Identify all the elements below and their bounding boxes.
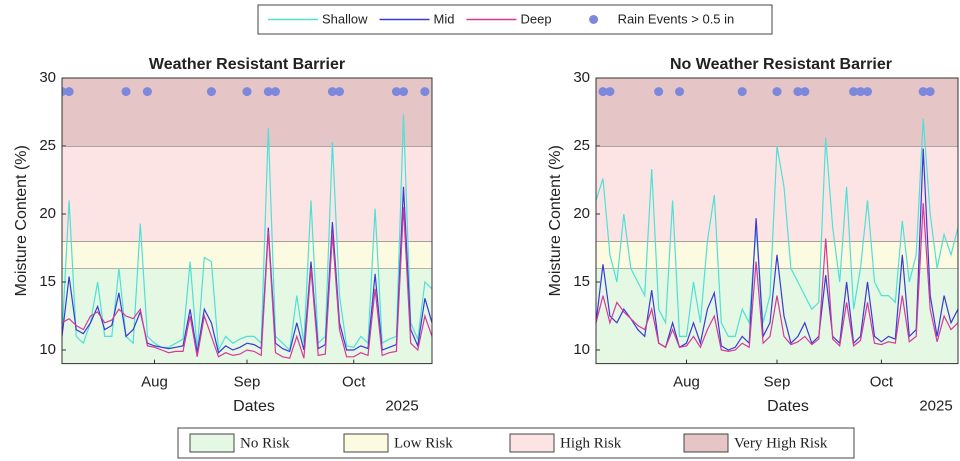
rain-event [772,87,782,97]
rain-event [206,87,216,97]
y-tick-label: 15 [39,273,56,290]
risk-zone [62,146,432,242]
y-axis-label: Moisture Content (%) [547,145,564,296]
legend-label: High Risk [560,435,622,451]
x-tick-label: Aug [141,374,168,391]
legend-swatch [509,433,555,453]
y-tick-label: 20 [573,205,590,222]
series-line [596,148,958,351]
x-axis-label: Dates [767,398,809,415]
legend-swatch [683,433,729,453]
legend-label: Mid [434,11,455,26]
x-axis-label: Dates [233,398,275,415]
legend-label: Shallow [322,11,368,26]
rain-event [270,87,280,97]
series-line [62,207,432,359]
series-line [62,186,432,354]
rain-event [399,87,409,97]
rain-event [863,87,872,97]
rain-event [598,87,608,97]
y-tick-label: 15 [573,273,590,290]
legend-label: Very High Risk [734,435,828,451]
y-tick-label: 10 [573,341,590,358]
rain-event [142,87,152,97]
rain-event [849,87,859,97]
risk-zone [62,241,432,269]
x-tick-label: Sep [764,374,791,391]
x-tick-label: Aug [673,374,700,391]
rain-event [800,87,810,97]
rain-event [121,87,131,97]
y-axis-label: Moisture Content (%) [13,145,30,296]
rain-event [242,87,252,97]
y-tick-label: 25 [39,137,56,154]
series-line [596,118,958,337]
y-tick-label: 20 [39,205,56,222]
legend-marker [589,15,599,24]
rain-event [654,87,664,97]
legend-label: Rain Events > 0.5 in [618,11,735,26]
rain-event [793,87,803,97]
rain-event [605,87,615,97]
rain-event [925,87,935,97]
rain-event [335,87,344,97]
rain-event [263,87,273,97]
chart-title: Weather Resistant Barrier [149,56,345,73]
rain-event [856,87,866,97]
rain-event [675,87,685,97]
legend-label: No Risk [240,435,290,451]
zone-legend: No Risk Low Risk High Risk Very High Risk [177,427,855,459]
y-tick-label: 30 [39,69,56,86]
rain-event [737,87,747,97]
legend-label: Deep [520,11,551,26]
rain-event [391,87,401,97]
chart-title: No Weather Resistant Barrier [670,56,892,73]
risk-zone [596,146,958,242]
risk-zone [596,268,958,364]
y-tick-label: 30 [573,69,590,86]
rain-event [327,87,337,97]
x-tick-label: Oct [342,374,366,391]
y-tick-label: 10 [39,341,56,358]
legend-label: Low Risk [394,435,453,451]
legend-swatch [189,433,235,453]
x-secondary-label: 2025 [385,398,418,415]
plot-area [62,78,432,364]
series-legend: Shallow Mid Deep Rain Events > 0.5 in [257,4,773,35]
legend-swatch [343,433,389,453]
series-line [596,203,958,353]
rain-event [64,87,74,97]
rain-event [420,87,430,97]
x-tick-label: Oct [870,374,894,391]
y-tick-label: 25 [573,137,590,154]
rain-event [918,87,928,97]
x-tick-label: Sep [234,374,261,391]
x-secondary-label: 2025 [919,398,952,415]
plot-area [596,78,958,364]
